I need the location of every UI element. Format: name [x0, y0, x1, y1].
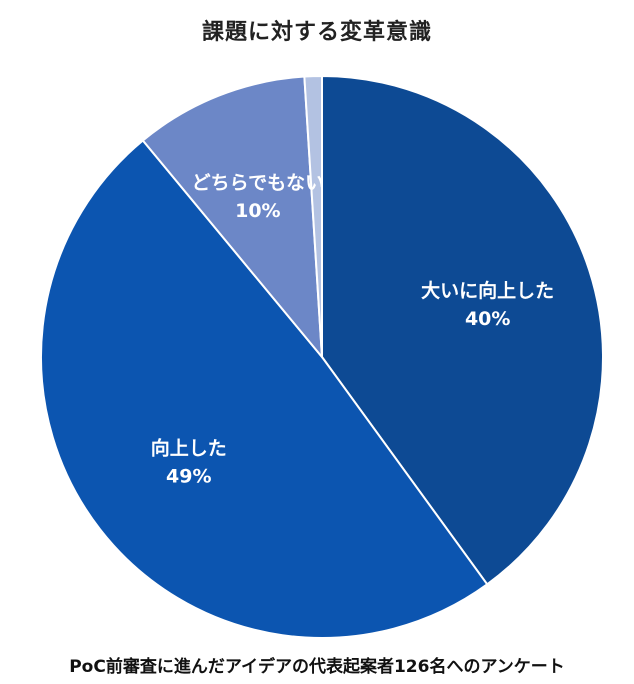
- pie-slice-strongly-improved: [321, 74, 604, 586]
- pie-labels: 大いに向上した 40% 向上した 49% どちらでもない 10%: [151, 172, 554, 487]
- pie-slice-neutral: [141, 75, 324, 361]
- slice-label-improved: 向上した 49%: [151, 436, 227, 487]
- survey-footnote: PoC前審査に進んだアイデアの代表起案者126名へのアンケート: [69, 657, 565, 677]
- slice-category-label: どちらでもない: [192, 172, 324, 194]
- slice-category-label: 向上した: [151, 436, 227, 459]
- pie-slice-other: [303, 74, 323, 358]
- slice-label-neutral: どちらでもない 10%: [192, 172, 324, 222]
- pie-slices: [40, 74, 604, 639]
- slice-percent-label: 10%: [235, 200, 280, 222]
- chart-title: 課題に対する変革意識: [201, 20, 432, 45]
- slice-percent-label: 40%: [465, 308, 510, 330]
- slice-percent-label: 49%: [166, 465, 211, 487]
- slice-category-label: 大いに向上した: [421, 279, 554, 302]
- pie-slice-improved: [40, 139, 489, 639]
- slice-label-strongly-improved: 大いに向上した 40%: [421, 279, 554, 330]
